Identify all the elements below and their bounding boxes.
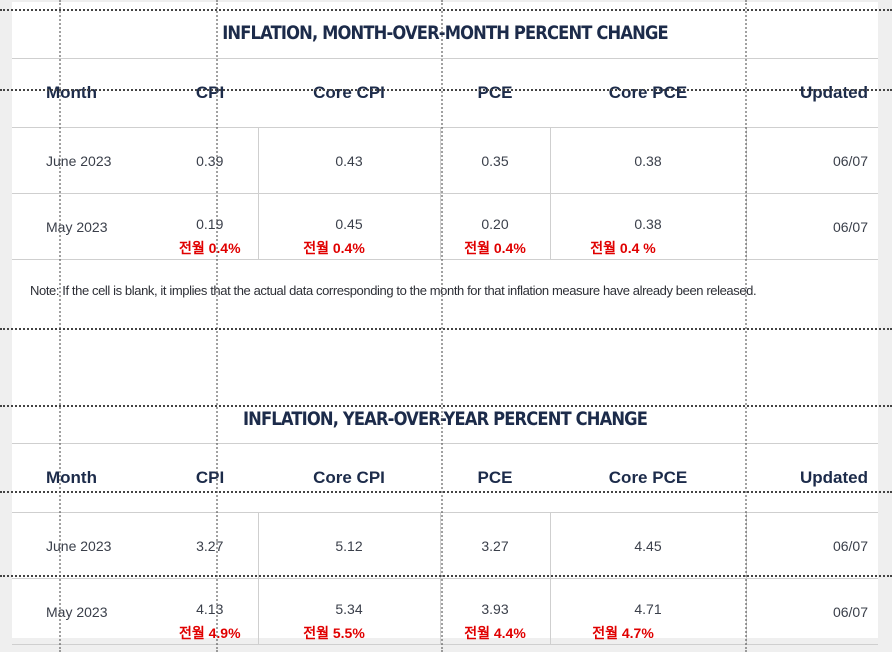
dotted-guide <box>0 575 892 577</box>
mom-table: Month CPI Core CPI PCE Core PCE Updated … <box>12 58 878 260</box>
yoy-cell-month: May 2023 <box>12 578 162 645</box>
mom-cell-cpi-wrap: 0.19 전월 0.4% <box>162 193 258 260</box>
yoy-cell-updated: 06/07 <box>745 578 878 645</box>
yoy-cell-core-pce-wrap: 4.71 전월 4.7% <box>549 578 746 645</box>
mom-header-month: Month <box>12 58 162 128</box>
dotted-guide <box>59 0 61 652</box>
mom-annotation-pce: 전월 0.4% <box>464 240 526 256</box>
content-panel: INFLATION, MONTH-OVER-MONTH PERCENT CHAN… <box>12 2 878 645</box>
dotted-guide <box>441 0 443 652</box>
yoy-header-row: Month CPI Core CPI PCE Core PCE Updated <box>12 443 878 513</box>
yoy-annotation-pce: 전월 4.4% <box>464 625 526 641</box>
mom-annotation-core-pce: 전월 0.4 % <box>590 240 656 256</box>
dotted-guide <box>0 491 892 493</box>
mom-annotation-cpi: 전월 0.4% <box>178 240 241 256</box>
mom-header-row: Month CPI Core CPI PCE Core PCE Updated <box>12 58 878 128</box>
dotted-guide <box>745 0 747 652</box>
table-row: May 2023 0.19 전월 0.4% 0.45 전월 0.4% 0.20 … <box>12 193 878 260</box>
yoy-header-updated: Updated <box>746 443 878 513</box>
yoy-cell-month: June 2023 <box>12 512 162 579</box>
mom-cell-pce-wrap: 0.20 전월 0.4% <box>439 193 550 260</box>
mom-cell-pce: 0.20 <box>481 216 509 232</box>
yoy-cell-core-pce: 4.71 <box>634 601 662 617</box>
mom-annotation-core-cpi: 전월 0.4% <box>303 240 365 256</box>
yoy-header-core-pce: Core PCE <box>550 443 746 513</box>
table-row: June 2023 0.39 0.43 0.35 0.38 06/07 <box>12 127 878 194</box>
yoy-table: Month CPI Core CPI PCE Core PCE Updated … <box>12 443 878 645</box>
mom-header-cpi: CPI <box>162 58 258 128</box>
yoy-header-pce: PCE <box>440 443 550 513</box>
mom-cell-cpi: 0.39 <box>162 127 258 194</box>
yoy-header-month: Month <box>12 443 162 513</box>
mom-cell-pce: 0.35 <box>439 127 550 194</box>
yoy-header-core-cpi: Core CPI <box>258 443 440 513</box>
yoy-cell-cpi: 3.27 <box>162 512 258 579</box>
yoy-cell-pce: 3.27 <box>439 512 550 579</box>
yoy-annotation-cpi: 전월 4.9% <box>178 625 241 641</box>
dotted-guide <box>0 9 892 11</box>
mom-cell-month: May 2023 <box>12 193 162 260</box>
mom-cell-updated: 06/07 <box>745 127 878 194</box>
mom-cell-month: June 2023 <box>12 127 162 194</box>
note-text: Note: If the cell is blank, it implies t… <box>30 283 757 298</box>
dotted-guide <box>0 328 892 330</box>
mom-cell-core-cpi: 0.43 <box>257 127 440 194</box>
yoy-annotation-core-pce: 전월 4.7% <box>592 625 654 641</box>
yoy-annotation-core-cpi: 전월 5.5% <box>303 625 365 641</box>
mom-cell-core-pce: 0.38 <box>634 216 662 232</box>
mom-header-updated: Updated <box>746 58 878 128</box>
mom-cell-cpi: 0.19 <box>196 216 224 232</box>
yoy-cell-updated: 06/07 <box>745 512 878 579</box>
yoy-cell-pce: 3.93 <box>481 601 509 617</box>
mom-header-core-pce: Core PCE <box>550 58 746 128</box>
dotted-guide <box>0 89 892 91</box>
yoy-header-cpi: CPI <box>162 443 258 513</box>
yoy-table-title: INFLATION, YEAR-OVER-YEAR PERCENT CHANGE <box>242 408 648 430</box>
yoy-cell-pce-wrap: 3.93 전월 4.4% <box>439 578 550 645</box>
yoy-cell-core-cpi-wrap: 5.34 전월 5.5% <box>257 578 440 645</box>
mom-cell-core-pce-wrap: 0.38 전월 0.4 % <box>549 193 746 260</box>
mom-cell-updated: 06/07 <box>745 193 878 260</box>
table-row: May 2023 4.13 전월 4.9% 5.34 전월 5.5% 3.93 … <box>12 578 878 645</box>
mom-table-title: INFLATION, MONTH-OVER-MONTH PERCENT CHAN… <box>222 22 668 44</box>
yoy-cell-core-pce: 4.45 <box>549 512 746 579</box>
table-row: June 2023 3.27 5.12 3.27 4.45 06/07 <box>12 512 878 579</box>
yoy-cell-cpi: 4.13 <box>196 601 224 617</box>
yoy-cell-core-cpi: 5.12 <box>257 512 440 579</box>
yoy-cell-cpi-wrap: 4.13 전월 4.9% <box>162 578 258 645</box>
mom-header-core-cpi: Core CPI <box>258 58 440 128</box>
dotted-guide <box>0 405 892 407</box>
dotted-guide <box>216 0 218 652</box>
mom-header-pce: PCE <box>440 58 550 128</box>
mom-cell-core-cpi: 0.45 <box>335 216 363 232</box>
mom-cell-core-cpi-wrap: 0.45 전월 0.4% <box>257 193 440 260</box>
mom-cell-core-pce: 0.38 <box>549 127 746 194</box>
yoy-cell-core-cpi: 5.34 <box>335 601 363 617</box>
